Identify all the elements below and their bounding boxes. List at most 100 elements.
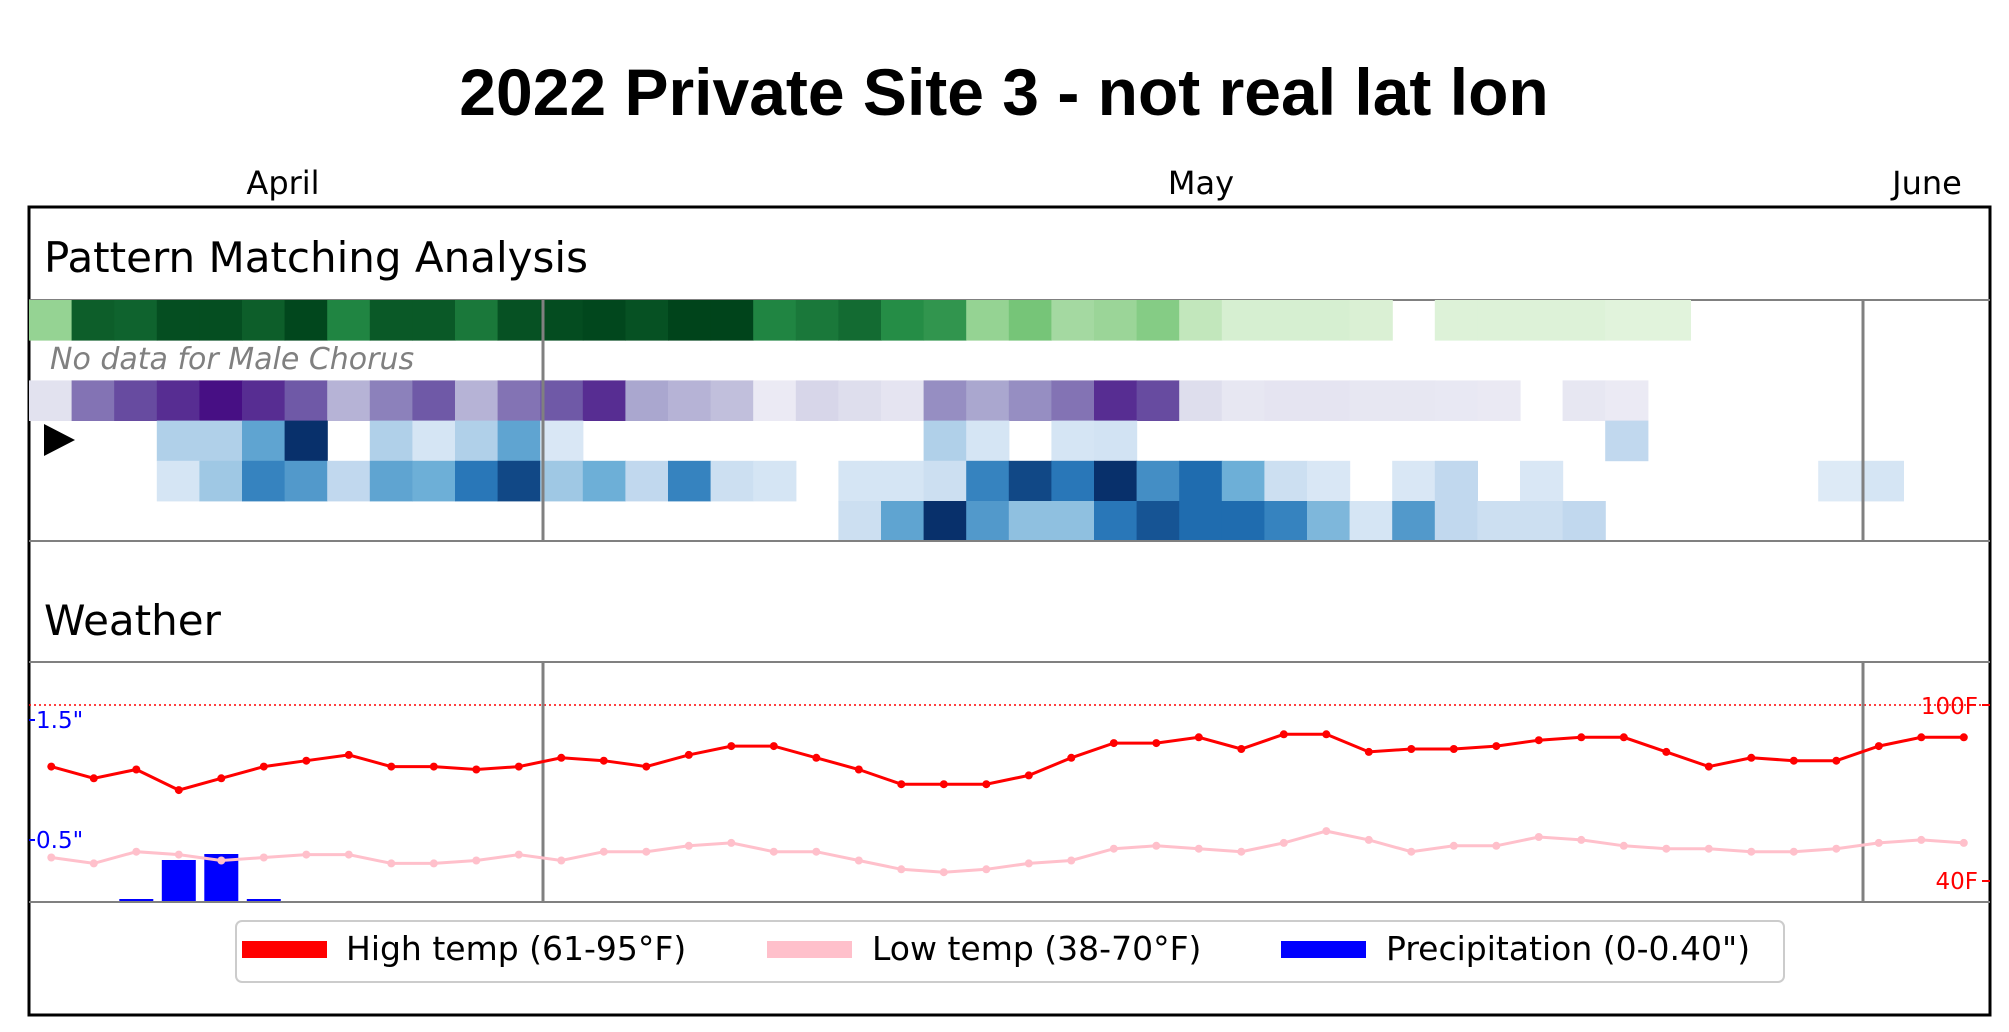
high-temp-point (1279, 730, 1288, 739)
heatmap-cell (1520, 460, 1564, 502)
heatmap-cell (625, 380, 669, 421)
heatmap-cell (540, 380, 584, 421)
low-temp-point (1237, 847, 1246, 856)
heatmap-cell (497, 380, 541, 421)
heatmap-cell (455, 380, 499, 421)
heatmap-cell (923, 380, 967, 421)
heatmap-cell (668, 460, 712, 502)
heatmap-cell (71, 380, 115, 421)
high-temp-point (259, 762, 268, 771)
high-temp-line (50, 732, 1964, 792)
temp-axis-label-40f: 40F (1936, 869, 1979, 895)
heatmap-cell (199, 380, 243, 421)
month-label-april: April (246, 164, 319, 202)
heatmap-cell (582, 380, 626, 421)
high-temp-point (1789, 756, 1798, 765)
heatmap-cell (199, 420, 243, 462)
heatmap-cell (923, 501, 967, 542)
heatmap-cell (881, 501, 925, 542)
high-temp-point (1322, 730, 1331, 739)
heatmap-cell (1520, 501, 1564, 542)
low-temp-point (429, 859, 438, 868)
heatmap-cell (753, 460, 797, 502)
temp-axis-label-100f: 100F (1921, 694, 1978, 720)
heatmap-cell (327, 460, 371, 502)
heatmap-cell (540, 420, 584, 462)
low-temp-point (727, 838, 736, 847)
heatmap-cell (114, 300, 158, 341)
high-temp-point (1194, 733, 1203, 742)
precip-bar (161, 860, 196, 902)
low-temp-point (1959, 838, 1968, 847)
heatmap-cell (1179, 460, 1223, 502)
heatmap-cell (114, 380, 158, 421)
heatmap-cell (966, 380, 1010, 421)
low-temp-point (897, 865, 906, 874)
heatmap-cell (284, 420, 328, 462)
heatmap-cell (242, 420, 286, 462)
heatmap-cell (1392, 460, 1436, 502)
heatmap-cell (1051, 460, 1095, 502)
high-temp-point (1917, 733, 1926, 742)
heatmap-cell (199, 300, 243, 341)
heatmap-cell (966, 300, 1010, 341)
heatmap-cell (497, 420, 541, 462)
low-temp-point (1789, 847, 1798, 856)
heatmap-cell (966, 501, 1010, 542)
high-temp-point (642, 762, 651, 771)
legend-label-high-temp: High temp (61-95°F) (346, 929, 686, 968)
precipitation-bars (119, 854, 281, 902)
heatmap-cell (923, 420, 967, 462)
low-temp-point (387, 859, 396, 868)
legend-item-high-temp: High temp (61-95°F) (242, 929, 686, 968)
high-temp-point (1577, 733, 1586, 742)
low-temp-point (684, 841, 693, 850)
precip-bar (119, 899, 154, 902)
heatmap-cell (455, 420, 499, 462)
high-temp-point (1024, 771, 1033, 780)
low-temp-point (1747, 847, 1756, 856)
heatmap-cell (1860, 460, 1904, 502)
heatmap-cell (1179, 380, 1223, 421)
heatmap-cell (1008, 460, 1052, 502)
legend-item-low-temp: Low temp (38-70°F) (767, 929, 1201, 968)
low-temp-point (1194, 844, 1203, 853)
heatmap-cell (1008, 300, 1052, 341)
heatmap-cell (710, 380, 754, 421)
heatmap-cell (242, 460, 286, 502)
heatmap-cell (1605, 380, 1649, 421)
heatmap-cell (1434, 300, 1478, 341)
heatmap-cell (327, 380, 371, 421)
high-temp-point (1704, 762, 1713, 771)
low-temp-point (89, 859, 98, 868)
heatmap-cell (1008, 501, 1052, 542)
heatmap-cell (1477, 501, 1521, 542)
heatmap-cell (1264, 300, 1308, 341)
heatmap-cell (455, 460, 499, 502)
play-arrow-icon[interactable] (44, 424, 75, 456)
legend-label-precipitation: Precipitation (0-0.40") (1386, 929, 1750, 968)
heatmap-cell (242, 300, 286, 341)
heatmap-cell (284, 300, 328, 341)
heatmap-cell (284, 380, 328, 421)
heatmap-cell (795, 380, 839, 421)
heatmap-cell (156, 380, 200, 421)
heatmap-cell (412, 460, 456, 502)
heatmap-cell (881, 460, 925, 502)
high-temp-point (1662, 747, 1671, 756)
heatmap-cell (369, 300, 413, 341)
high-temp-point (1067, 753, 1076, 762)
legend-swatch-high-temp (242, 941, 327, 958)
high-temp-point (557, 753, 566, 762)
low-temp-point (1832, 844, 1841, 853)
heatmap-cell (923, 460, 967, 502)
heatmap-cell (1605, 300, 1649, 341)
heatmap-cell (625, 300, 669, 341)
heatmap-cell (1562, 380, 1606, 421)
heatmap-cell (1605, 420, 1649, 462)
high-temp-point (472, 765, 481, 774)
high-temp-point (599, 756, 608, 765)
pattern-panel-title: Pattern Matching Analysis (44, 233, 588, 282)
low-temp-point (557, 856, 566, 865)
